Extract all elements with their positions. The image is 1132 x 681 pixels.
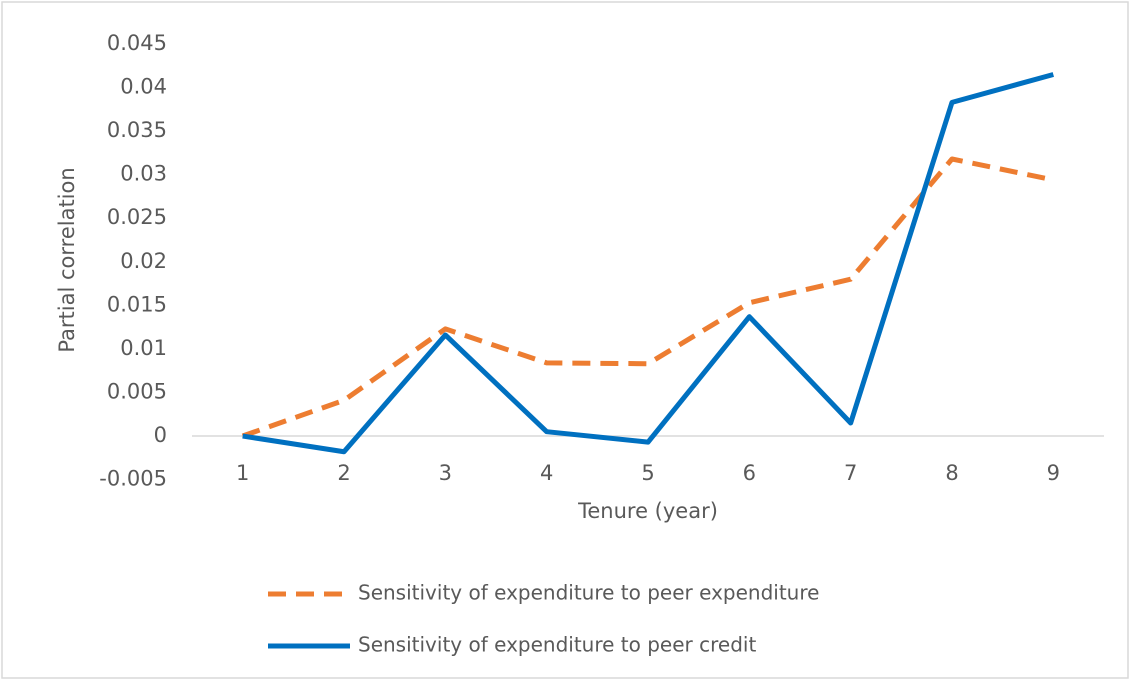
series-line: [242, 72, 1054, 455]
x-tick-label: 5: [641, 461, 654, 485]
y-tick-label: 0.035: [107, 118, 167, 142]
legend-label: Sensitivity of expenditure to peer expen…: [358, 581, 819, 605]
y-tick-label: 0.03: [120, 162, 167, 186]
x-tick-label: 6: [743, 461, 756, 485]
x-tick-label: 2: [337, 461, 350, 485]
x-tick-label: 7: [844, 461, 857, 485]
x-axis-title: Tenure (year): [577, 499, 718, 523]
y-tick-label: 0.04: [120, 75, 167, 99]
legend-label: Sensitivity of expenditure to peer credi…: [358, 633, 756, 657]
x-tick-label: 8: [945, 461, 958, 485]
y-tick-label: 0.01: [120, 336, 167, 360]
y-axis-title: Partial correlation: [55, 167, 79, 352]
y-tick-label: 0: [154, 423, 167, 447]
y-tick-label: -0.005: [99, 467, 167, 491]
y-tick-label: 0.005: [107, 379, 167, 403]
y-tick-label: 0.025: [107, 205, 167, 229]
y-tick-label: 0.015: [107, 292, 167, 316]
x-tick-label: 1: [236, 461, 249, 485]
x-tick-label: 4: [540, 461, 553, 485]
y-tick-label: 0.02: [120, 249, 167, 273]
x-tick-label: 3: [439, 461, 452, 485]
y-tick-label: 0.045: [107, 31, 167, 55]
series-line: [241, 156, 1054, 439]
x-tick-label: 9: [1047, 461, 1060, 485]
